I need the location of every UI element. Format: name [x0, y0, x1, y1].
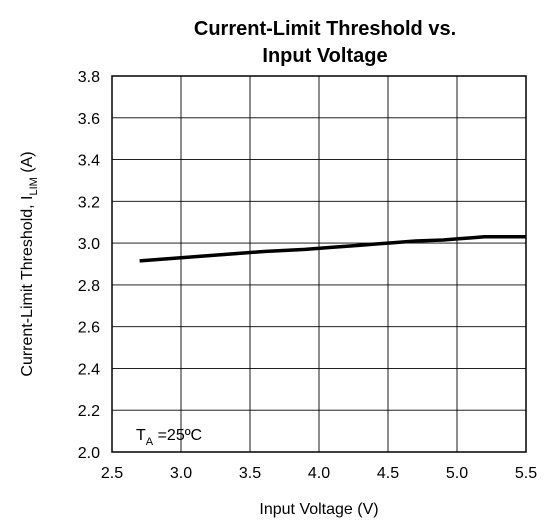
- y-tick-label: 3.0: [78, 236, 100, 253]
- series-line: [139, 235, 526, 263]
- x-tick-label: 3.0: [170, 465, 192, 482]
- temperature-annotation: TA =25ºC: [136, 427, 202, 448]
- x-tick-label: 2.5: [101, 465, 123, 482]
- grid: [112, 76, 526, 452]
- y-axis-label: Current-Limit Threshold, ILIM (A): [19, 151, 40, 376]
- x-tick-label: 3.5: [239, 465, 261, 482]
- y-tick-label: 3.6: [78, 111, 100, 128]
- x-tick-label: 5.5: [515, 465, 537, 482]
- y-axis-label-sub: LIM: [28, 177, 40, 195]
- x-tick-labels: 2.5 3.0 3.5 4.0 4.5 5.0 5.5: [101, 465, 537, 482]
- y-axis-label-unit: (A): [19, 151, 36, 177]
- y-tick-label: 3.2: [78, 194, 100, 211]
- plot-frame: [111, 75, 527, 453]
- chart-title-line1: Current-Limit Threshold vs.: [194, 18, 456, 40]
- y-axis-label-main: Current-Limit Threshold, I: [19, 196, 36, 377]
- y-tick-label: 3.4: [78, 153, 100, 170]
- y-tick-label: 2.4: [78, 361, 100, 378]
- x-tick-label: 5.0: [446, 465, 468, 482]
- x-tick-label: 4.0: [308, 465, 330, 482]
- chart-title-line2: Input Voltage: [262, 45, 387, 67]
- annotation-t: T: [136, 427, 146, 444]
- series-group: [139, 235, 526, 263]
- x-tick-label: 4.5: [377, 465, 399, 482]
- x-axis-label: Input Voltage (V): [259, 501, 378, 518]
- y-tick-label: 2.8: [78, 278, 100, 295]
- y-tick-label: 2.2: [78, 403, 100, 420]
- y-tick-labels: 2.0 2.2 2.4 2.6 2.8 3.0 3.2 3.4 3.6 3.8: [78, 69, 100, 462]
- y-tick-label: 2.0: [78, 445, 100, 462]
- y-tick-label: 2.6: [78, 320, 100, 337]
- annotation-sub: A: [146, 436, 154, 448]
- annotation-rest: =25ºC: [153, 427, 202, 444]
- y-tick-label: 3.8: [78, 69, 100, 86]
